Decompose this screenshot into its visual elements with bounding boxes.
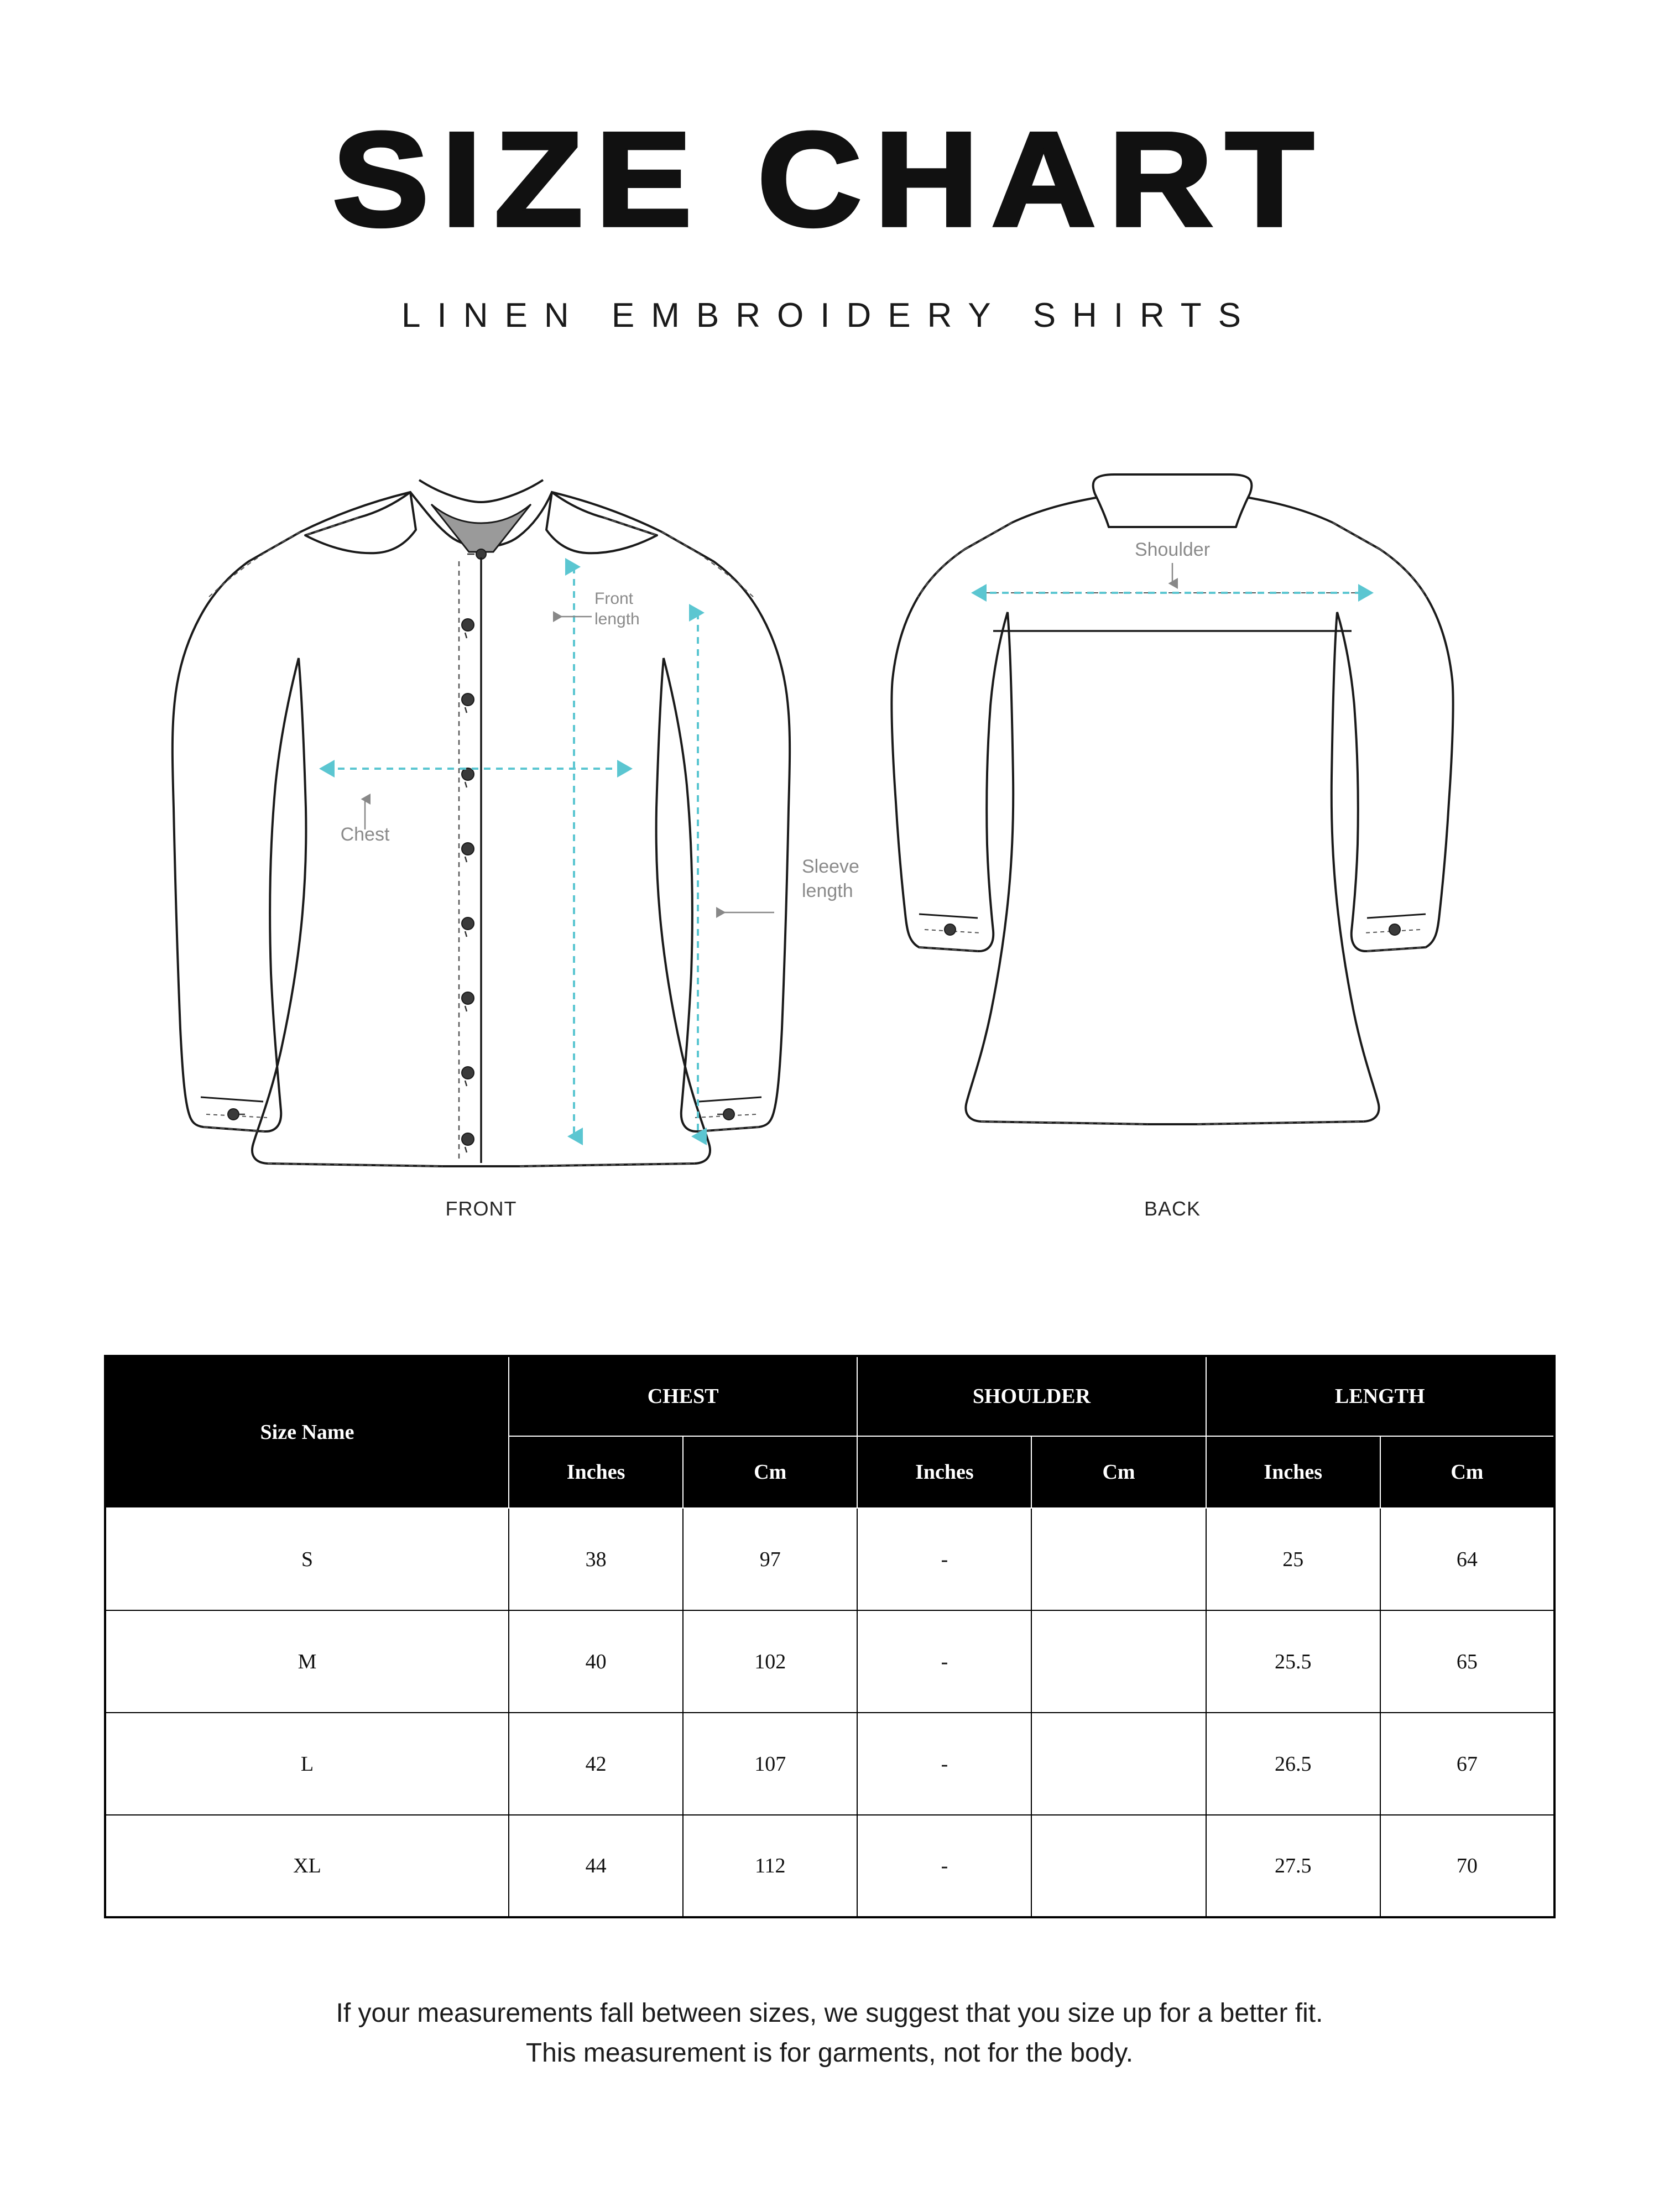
svg-text:length: length <box>594 610 640 628</box>
svg-text:Front: Front <box>594 589 634 608</box>
svg-text:Shoulder: Shoulder <box>1135 539 1210 560</box>
